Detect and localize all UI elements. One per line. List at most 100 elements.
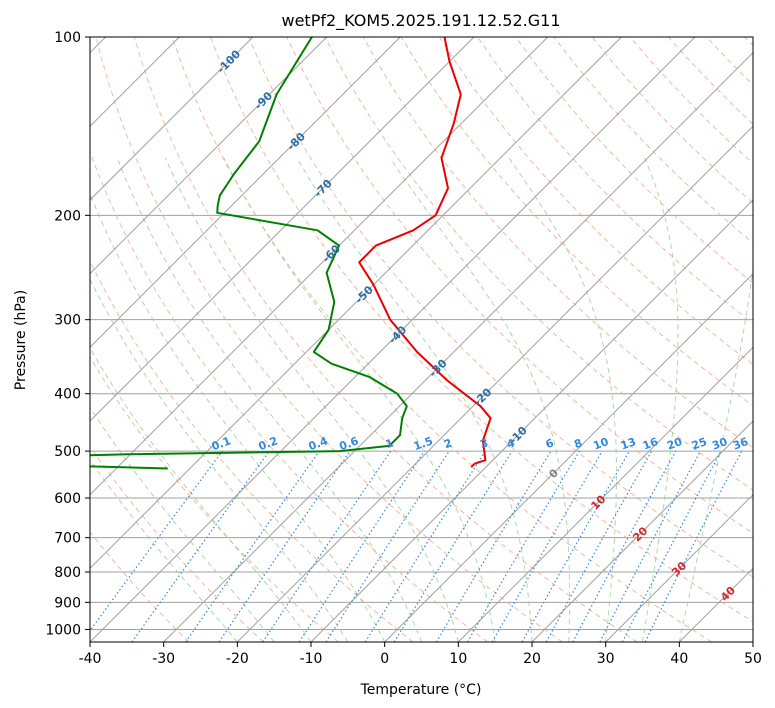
isotherm-line: [236, 125, 753, 642]
y-tick-label: 600: [54, 491, 81, 507]
isotherm-line: [384, 272, 753, 642]
moist-adiabat-line: [164, 157, 459, 642]
mixing-ratio-label: 6: [544, 436, 556, 451]
x-axis-ticks: -40 -30 -20 -10 0 10 20 30 40 50: [79, 642, 762, 667]
y-axis-label: Pressure (hPa): [13, 290, 29, 390]
dry-adiabat-line: [90, 445, 264, 642]
mixing-ratio-line: [90, 450, 223, 632]
moist-adiabat-line: [389, 157, 571, 642]
mixing-ratio-line: [298, 450, 425, 642]
mixing-ratio-label: 10: [591, 435, 610, 453]
mixing-ratio-line: [131, 450, 270, 642]
mixing-ratio-label: 13: [619, 435, 638, 452]
mixing-ratio-line: [262, 450, 392, 642]
moist-adiabat-line: [642, 157, 679, 642]
mixing-ratio-line: [185, 450, 320, 642]
dry-adiabat-line: [90, 531, 190, 642]
x-tick-label: 50: [744, 651, 762, 667]
mixing-ratio-line: [521, 450, 631, 642]
isotherm-line: [457, 346, 753, 642]
mixing-ratio-label: 25: [690, 435, 709, 452]
mixing-ratio-label: 16: [641, 435, 660, 453]
dry-adiabat-line: [133, 37, 638, 642]
moist-adiabat-line: [90, 192, 386, 642]
dry-adiabat-line: [171, 37, 712, 642]
mixing-ratio-label: 1: [384, 436, 396, 451]
mixing-ratio-line: [545, 450, 653, 642]
isotherm-line: [163, 51, 753, 642]
mixing-ratio-line: [218, 450, 351, 642]
x-tick-label: 30: [597, 651, 615, 667]
dewpoint-line: [90, 37, 408, 470]
mixing-ratio-label: 8: [572, 436, 584, 451]
isotherm-line: [90, 37, 696, 642]
y-tick-label: 500: [54, 444, 81, 460]
moist-adiabat-line: [90, 459, 238, 642]
moist-adiabat-line: [508, 157, 617, 642]
dry-adiabat-line: [248, 37, 753, 578]
x-tick-label: -40: [79, 651, 102, 667]
mixing-ratio-line: [393, 450, 513, 642]
isotherm-line: [310, 199, 753, 642]
isotherm-line: [531, 420, 753, 642]
mixing-ratio-line: [572, 450, 677, 642]
moist-adiabat-line: [296, 157, 533, 642]
mixing-ratio-label: 3: [478, 436, 490, 451]
x-axis-label: Temperature (°C): [360, 682, 482, 698]
mixing-ratio-label: 2: [442, 436, 454, 451]
y-tick-label: 300: [54, 313, 81, 329]
moist-adiabat-line: [90, 278, 349, 642]
x-tick-label: -10: [300, 651, 323, 667]
y-tick-label: 1000: [45, 622, 81, 638]
temperature-line: [358, 37, 492, 468]
x-tick-label: 0: [380, 651, 389, 667]
x-tick-label: 20: [523, 651, 541, 667]
dry-adiabat-line: [90, 150, 488, 642]
isotherm-line: [90, 37, 328, 275]
mixing-ratio-label: 36: [731, 435, 750, 453]
mixing-ratio-label: 4: [505, 436, 517, 451]
y-tick-label: 700: [54, 531, 81, 547]
mixing-ratio-label: 0.4: [307, 434, 330, 453]
isotherm-line: [90, 37, 401, 349]
dry-adiabat-line: [438, 37, 753, 366]
mixing-ratio-label: 0.1: [210, 434, 233, 453]
y-tick-label: 900: [54, 595, 81, 611]
y-tick-label: 400: [54, 387, 81, 403]
x-tick-label: 40: [670, 651, 688, 667]
isotherm-line: [605, 493, 753, 642]
mixing-ratio-lines: [90, 450, 743, 642]
isotherm-line: [90, 37, 622, 570]
x-tick-label: -20: [226, 651, 249, 667]
mixing-ratio-line: [325, 450, 450, 642]
mixing-ratio-label: 1.5: [412, 434, 435, 453]
profile-series: [90, 37, 492, 470]
dry-adiabat-line: [210, 37, 753, 623]
dry-adiabat-line: [400, 37, 753, 407]
mixing-ratio-label: 30: [710, 435, 729, 453]
moist-adiabats: [90, 157, 753, 642]
moist-adiabat-line: [678, 264, 753, 642]
y-tick-label: 800: [54, 565, 81, 581]
isobar-gridlines: [90, 37, 753, 630]
mixing-ratio-label: 20: [665, 435, 684, 453]
dry-adiabat-line: [515, 37, 753, 284]
dry-adiabat-line: [95, 37, 563, 642]
y-tick-label: 100: [54, 30, 81, 46]
y-axis-ticks: 100 200 300 400 500 600 700 800 900 1000: [45, 30, 90, 638]
isotherm-line: [90, 37, 549, 496]
mixing-ratio-line: [644, 450, 743, 642]
x-tick-label: -30: [152, 651, 175, 667]
mixing-ratio-label: 0.2: [257, 434, 280, 453]
chart-title: wetPf2_KOM5.2025.191.12.52.G11: [281, 11, 560, 31]
isotherms: [90, 37, 753, 642]
isotherm-line: [90, 37, 254, 201]
mixing-ratio-label: 0.6: [338, 434, 361, 453]
isotherm-line: [90, 37, 475, 422]
moist-adiabat-line: [116, 157, 422, 642]
dry-adiabat-line: [90, 356, 339, 642]
moist-adiabat-line: [90, 406, 275, 642]
x-tick-label: 10: [449, 651, 467, 667]
y-tick-label: 200: [54, 208, 81, 224]
